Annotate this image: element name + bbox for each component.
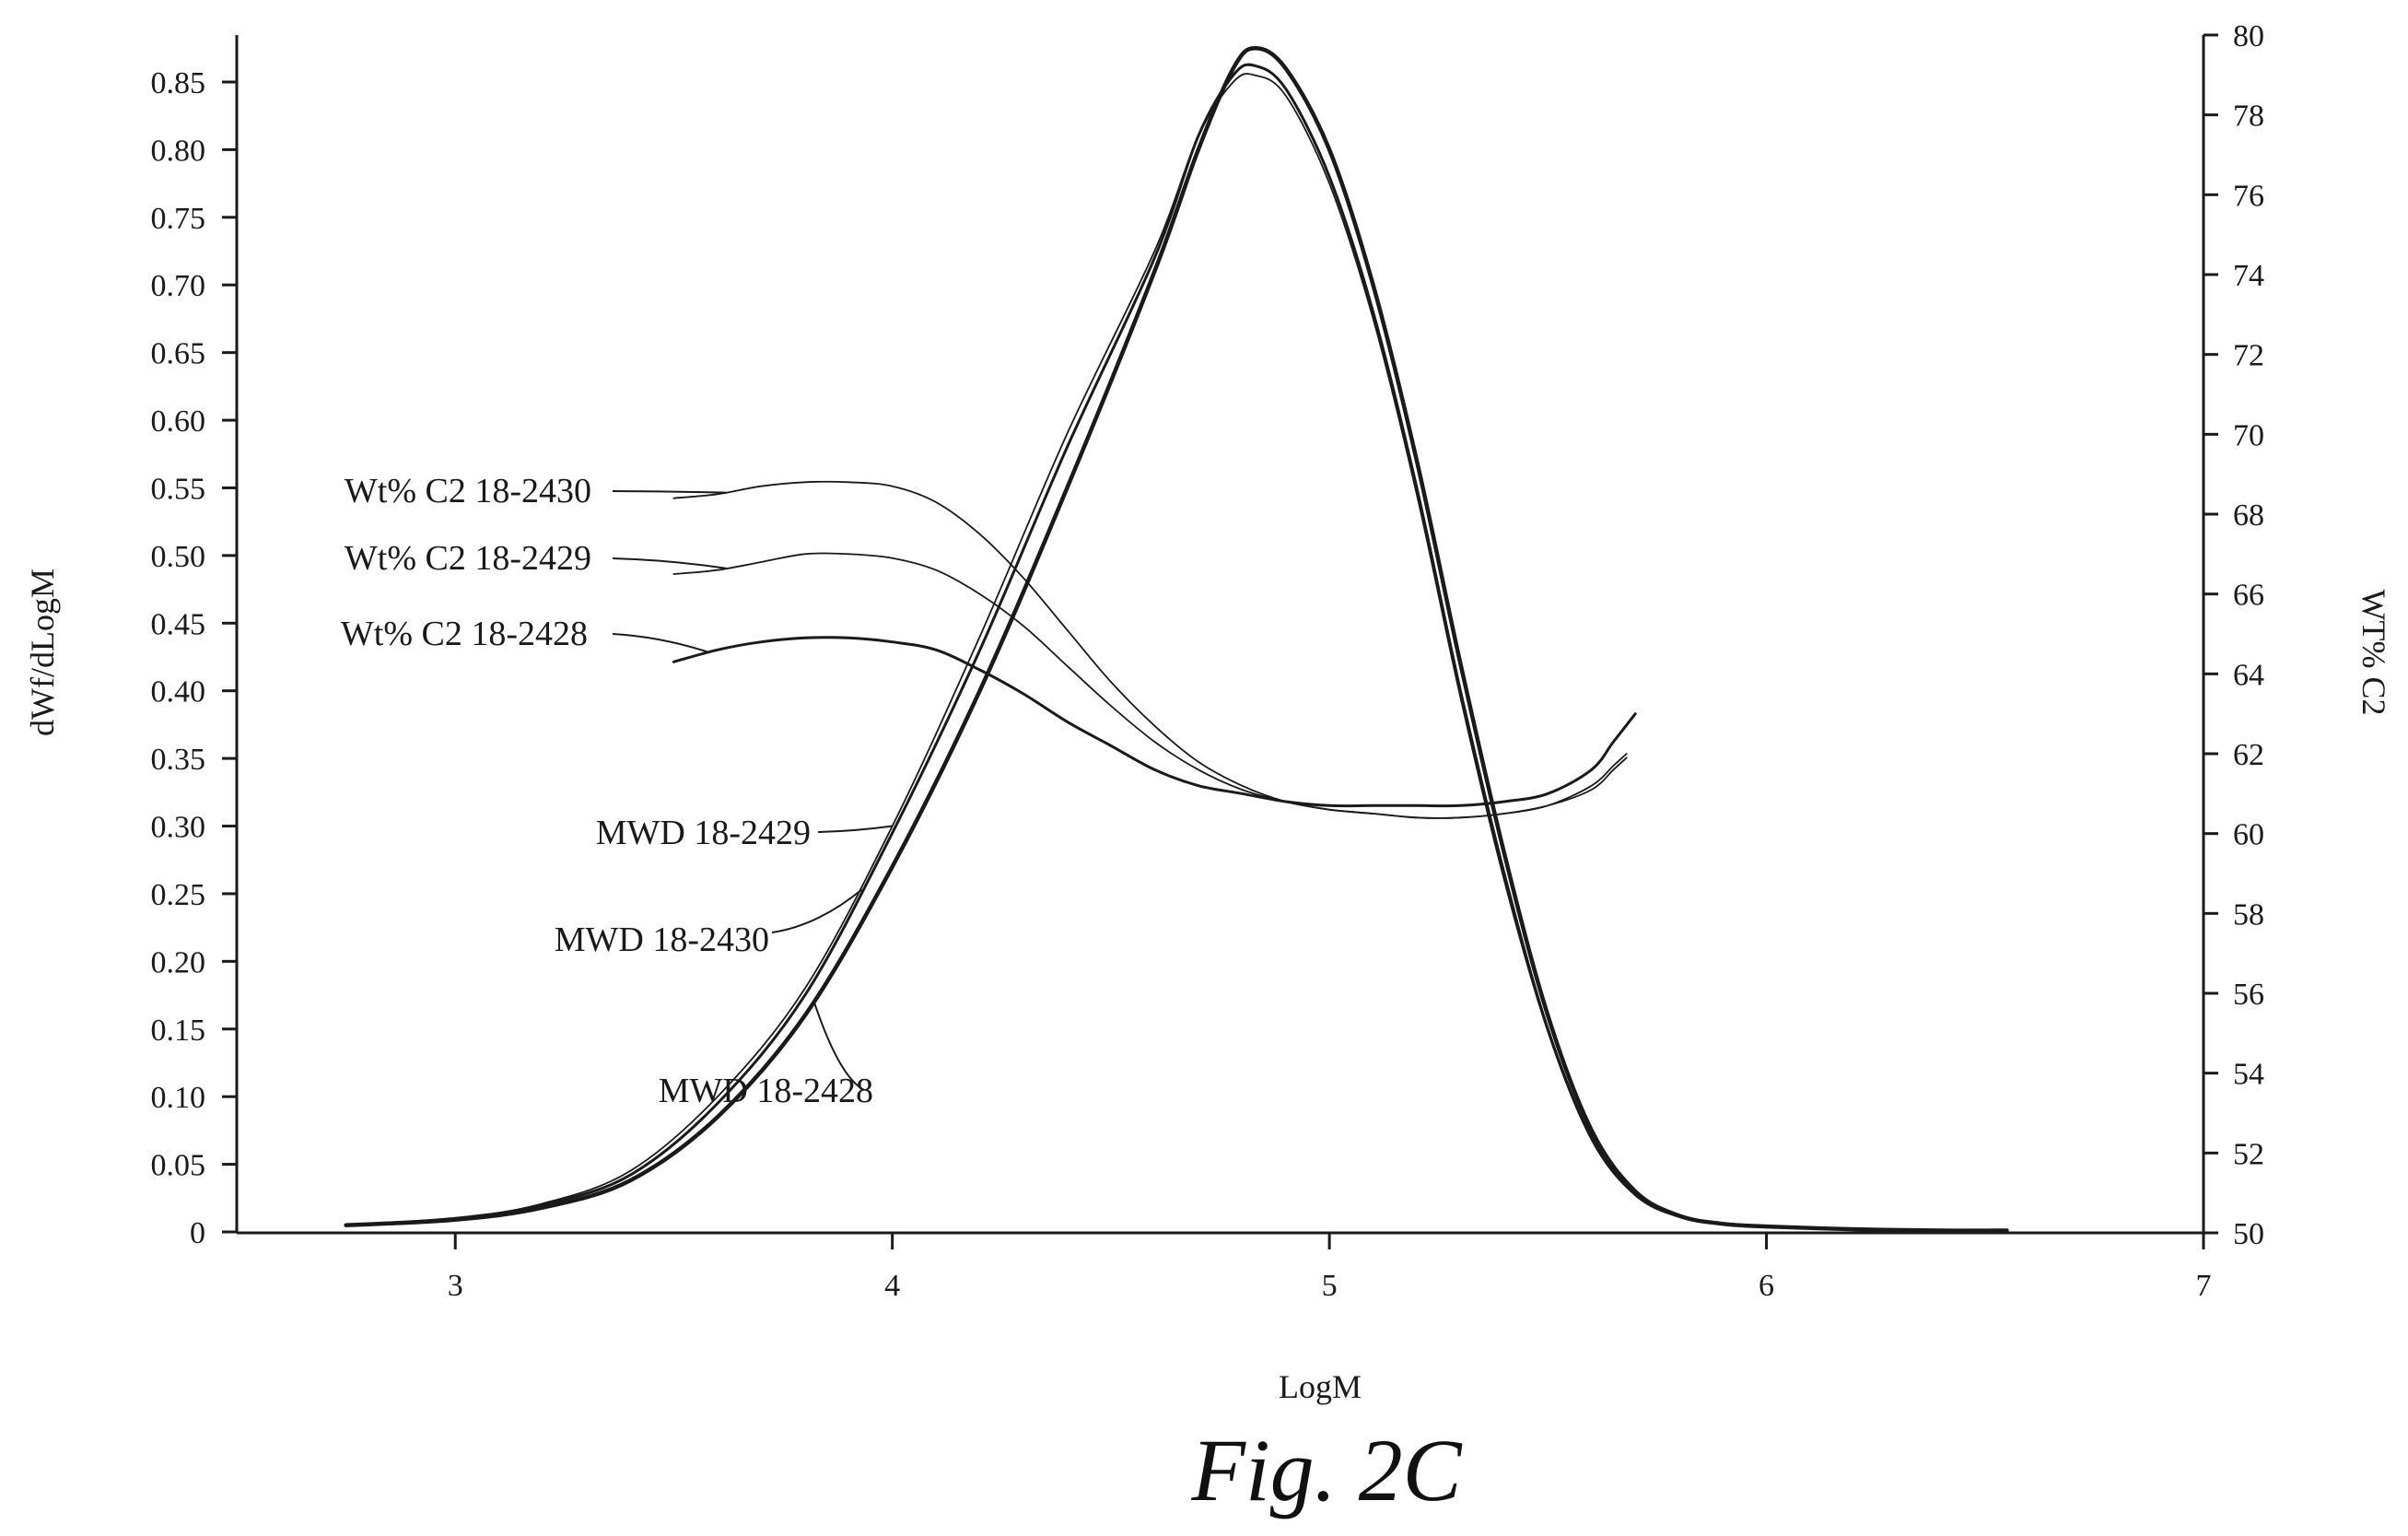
annotation-label-wt-c2-18-2429: Wt% C2 18-2429 [345,539,591,578]
x-tick-label: 3 [448,1269,463,1303]
annotation-leader-wt-c2-18-2428 [612,633,709,653]
annotation-label-mwd-18-2428: MWD 18-2428 [659,1072,873,1110]
y-tick-label: 0.35 [151,743,206,777]
y-axis-title: dWf/dLogM [24,569,61,736]
y-tick-label: 0.65 [151,337,206,371]
axes: 3 4 5 6 700.050.100.150.200.250.300.350.400.… [151,19,2265,1303]
y2-tick-label: 78 [2233,100,2264,134]
y-tick-label: 0.75 [151,202,206,236]
y2-tick-label: 72 [2233,339,2264,373]
figure-caption: Fig. 2C [1190,1421,1462,1519]
annotation-label-mwd-18-2429: MWD 18-2429 [596,814,811,852]
x-tick-label: 7 [2196,1269,2212,1303]
x-tick-label: 4 [884,1269,900,1303]
y-tick-label: 0.25 [151,878,206,912]
annotation-label-wt-c2-18-2428: Wt% C2 18-2428 [341,615,588,653]
y2-tick-label: 62 [2233,738,2264,772]
y2-tick-label: 80 [2233,19,2264,53]
y-tick-label: 0.60 [151,405,206,439]
y-tick-label: 0 [190,1216,205,1250]
y-tick-label: 0.30 [151,811,206,845]
y-tick-label: 0.85 [151,66,206,100]
series-line-wt-c2-18-2428 [672,636,1637,808]
y2-axis-title: WT% C2 [2355,590,2392,716]
x-axis-title: LogM [1279,1368,1362,1405]
series-line-wt-c2-18-2429 [672,552,1628,819]
y-tick-label: 0.80 [151,134,206,168]
y-tick-label: 0.50 [151,540,206,574]
series-line-mwd-18-2430 [345,63,2008,1233]
y-tick-label: 0.05 [151,1149,206,1183]
y-tick-label: 0.20 [151,945,206,979]
plot-series [344,46,2009,1233]
y2-tick-label: 56 [2233,978,2264,1012]
y2-tick-label: 58 [2233,897,2264,932]
annotations: Wt% C2 18-2430 Wt% C2 18-2429 Wt% C2 18-24… [341,472,893,1110]
y2-tick-label: 54 [2233,1058,2264,1092]
y-tick-label: 0.40 [151,675,206,709]
annotation-label-wt-c2-18-2430: Wt% C2 18-2430 [345,472,591,510]
y2-tick-label: 64 [2233,658,2264,692]
y2-tick-label: 68 [2233,498,2264,533]
series-line-mwd-18-2428 [344,46,2009,1233]
annotation-leader-wt-c2-18-2429 [612,557,727,569]
annotation-leader-mwd-18-2429 [817,825,893,833]
annotation-leader-wt-c2-18-2430 [612,490,727,494]
y2-tick-label: 60 [2233,818,2264,852]
y-tick-label: 0.55 [151,472,206,506]
annotation-leader-mwd-18-2428 [812,1000,865,1091]
y2-tick-label: 70 [2233,418,2264,452]
y-tick-label: 0.10 [151,1081,206,1115]
series-line-mwd-18-2429 [345,73,2008,1232]
annotation-leader-mwd-18-2430 [771,888,863,933]
y-tick-label: 0.15 [151,1014,206,1048]
y-tick-label: 0.45 [151,607,206,641]
y2-tick-label: 52 [2233,1137,2264,1171]
y2-tick-label: 76 [2233,179,2264,213]
y2-tick-label: 50 [2233,1217,2264,1251]
y-tick-label: 0.70 [151,269,206,303]
x-tick-label: 5 [1322,1269,1338,1303]
y2-tick-label: 74 [2233,259,2264,293]
y2-tick-label: 66 [2233,579,2264,613]
annotation-label-mwd-18-2430: MWD 18-2430 [555,920,769,959]
x-tick-label: 6 [1759,1269,1774,1303]
